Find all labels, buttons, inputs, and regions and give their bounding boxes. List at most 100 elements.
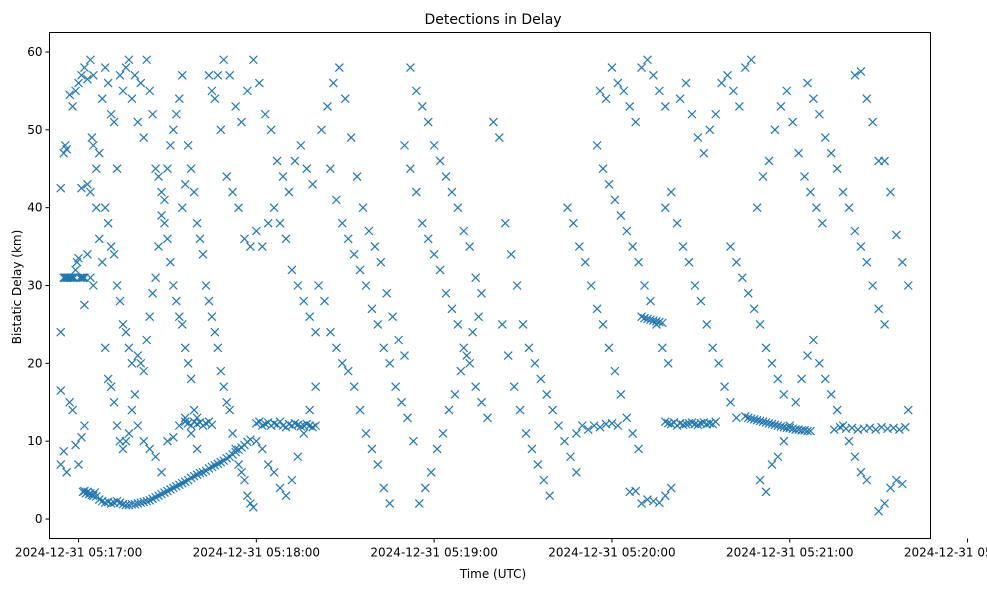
data-point [245, 499, 255, 508]
data-point [675, 94, 685, 104]
data-point [222, 397, 232, 407]
data-point [726, 242, 735, 252]
data-point [637, 499, 646, 508]
data-point [803, 351, 812, 360]
data-point [811, 203, 821, 213]
data-point [133, 421, 143, 431]
data-point [204, 70, 214, 80]
data-point [681, 419, 691, 429]
data-point [65, 397, 75, 407]
data-point [512, 281, 522, 290]
data-point [136, 498, 146, 508]
data-point [705, 418, 715, 428]
data-point [139, 133, 149, 143]
data-point [497, 319, 507, 329]
data-point [83, 249, 92, 259]
data-point [237, 117, 246, 127]
data-point [729, 86, 738, 96]
x-tick-label: 2024-12-31 05:22:00 [904, 546, 987, 560]
data-point [183, 358, 193, 368]
data-point [68, 273, 78, 283]
data-point [891, 230, 901, 240]
data-point [441, 288, 451, 298]
data-point [186, 164, 196, 174]
data-point [809, 94, 818, 104]
data-point [690, 281, 700, 290]
data-point [290, 156, 300, 166]
x-tick-label: 2024-12-31 05:17:00 [15, 546, 142, 560]
data-point [743, 413, 753, 423]
data-point [198, 249, 208, 259]
data-point [755, 475, 765, 485]
data-point [133, 117, 143, 127]
data-point [142, 55, 152, 65]
data-point [293, 281, 303, 290]
data-point [897, 479, 907, 489]
data-point [151, 452, 161, 462]
data-point [112, 421, 122, 431]
data-point [397, 397, 406, 407]
data-point [127, 94, 137, 104]
data-point [165, 140, 175, 150]
data-point [171, 109, 181, 119]
data-point [423, 117, 433, 127]
data-point [779, 390, 789, 399]
data-point [586, 281, 596, 290]
data-point [850, 226, 860, 236]
data-point [471, 273, 481, 283]
data-point [263, 460, 273, 469]
data-point [758, 172, 768, 181]
data-point [568, 218, 578, 228]
data-point [103, 218, 113, 228]
data-point [844, 436, 854, 446]
data-point [874, 506, 884, 516]
data-point [803, 78, 812, 88]
data-point [717, 78, 727, 88]
data-point [299, 296, 309, 306]
data-point [666, 483, 676, 493]
data-point [186, 421, 196, 431]
data-point [74, 460, 83, 469]
data-point [862, 475, 872, 485]
data-point [571, 467, 581, 477]
data-point [829, 425, 839, 434]
data-point [180, 343, 190, 353]
data-point [809, 335, 818, 345]
data-point [225, 405, 235, 415]
data-point [317, 125, 326, 135]
data-point [755, 319, 765, 329]
x-tick-label: 2024-12-31 05:21:00 [726, 546, 853, 560]
data-point [106, 109, 116, 119]
y-tick-label: 40 [27, 201, 42, 215]
data-point [746, 55, 756, 65]
data-point [649, 316, 658, 325]
data-point [637, 63, 646, 72]
data-point [234, 460, 243, 469]
data-point [145, 444, 155, 454]
data-point [767, 460, 777, 469]
data-point [583, 425, 593, 434]
data-point [862, 257, 872, 267]
data-point [483, 413, 492, 423]
data-point [803, 426, 812, 436]
data-point [112, 164, 122, 174]
data-point [435, 156, 445, 166]
data-point [266, 125, 276, 135]
data-point [83, 179, 92, 189]
data-point [672, 218, 682, 228]
data-point [124, 55, 134, 65]
data-point [477, 288, 486, 298]
data-point [231, 102, 241, 111]
data-point [77, 183, 86, 193]
data-point [394, 335, 404, 345]
data-point [773, 374, 783, 384]
chart-title: Detections in Delay [424, 12, 561, 28]
data-point [216, 125, 226, 135]
data-point [326, 164, 335, 174]
x-axis: 2024-12-31 05:17:00 2024-12-31 05:18:00 20… [15, 538, 987, 560]
data-point [231, 444, 241, 454]
data-point [640, 313, 649, 323]
data-point [773, 421, 783, 431]
data-point [245, 242, 255, 252]
data-point [154, 242, 163, 252]
